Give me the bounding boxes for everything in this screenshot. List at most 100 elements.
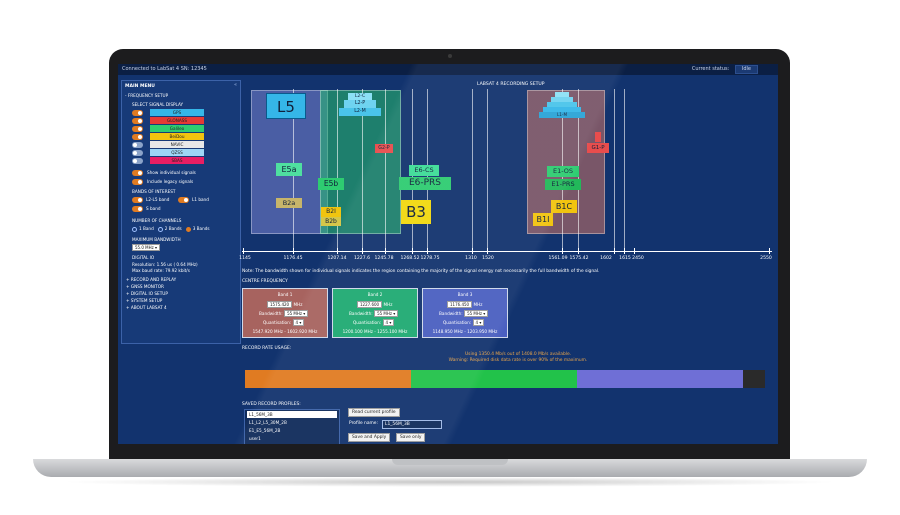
band-frequency: 1176.450 MHz (447, 301, 482, 308)
profile-list[interactable]: L1_56M_3B L1_L2_L5_30M_2B E1_E5_56M_2B u… (244, 409, 340, 444)
signal-toggle-qzss[interactable]: QZSS (132, 149, 232, 156)
band-l1-toggle[interactable]: L1 band (178, 196, 228, 203)
signal-b3[interactable]: B3 (401, 200, 431, 224)
band-s-toggle[interactable]: S band (132, 205, 232, 212)
double-chevron-left-icon[interactable]: « (233, 82, 237, 88)
radio-3-bands[interactable]: 3 Bands (185, 226, 210, 232)
signal-b2a[interactable]: B2a (276, 198, 302, 208)
signal-e6-prs[interactable]: E6-PRS (399, 177, 451, 190)
signal-b1c[interactable]: B1C (551, 200, 577, 213)
signal-g1-p[interactable]: G1-P (587, 143, 609, 153)
signal-toggle-beidou[interactable]: BeiDou (132, 133, 232, 140)
toggle-switch[interactable] (178, 197, 189, 203)
signal-l2-m[interactable]: L2-M (339, 108, 381, 116)
toggle-switch[interactable] (132, 170, 143, 176)
band-l2l5-toggle[interactable]: L2-L5 band (132, 196, 182, 203)
signal-e5b[interactable]: E5b (318, 178, 344, 190)
max-bandwidth-select[interactable]: 55.0 MHz ▾ (132, 244, 161, 251)
frequency-input[interactable]: 1176.450 (447, 301, 473, 308)
menu-about-labsat[interactable]: + ABOUT LABSAT 4 (126, 305, 167, 310)
signal-l2-c[interactable]: L2-C (348, 93, 372, 100)
toggle-switch[interactable] (132, 150, 143, 156)
radio-circle-icon[interactable] (132, 226, 137, 232)
quantisation-select[interactable]: 4 ▾ (472, 319, 485, 326)
menu-gnss-monitor[interactable]: + GNSS MONITOR (126, 284, 164, 289)
signal-l2-p[interactable]: L2-P (344, 100, 376, 108)
signal-toggle-gps[interactable]: GPS (132, 109, 232, 116)
signal-toggle-sbas[interactable]: SBAS (132, 157, 232, 164)
toggle-switch[interactable] (132, 179, 143, 185)
quantisation-row: Quantisation: 4 ▾ (443, 319, 485, 326)
include-legacy-label: Include legacy signals (147, 179, 194, 184)
save-and-apply-button[interactable]: Save and Apply (348, 433, 391, 442)
axis-tick (769, 248, 770, 254)
profile-name-input[interactable]: L1_56M_3B (382, 420, 442, 429)
tick-label: 1245.78 (374, 256, 394, 261)
signal-l5[interactable]: L5 (266, 93, 306, 119)
radio-1-band[interactable]: 1 Band (132, 226, 154, 232)
menu-digital-io-setup[interactable]: + DIGITAL IO SETUP (126, 291, 168, 296)
signal-b1i[interactable]: B1I (533, 213, 553, 226)
band-range: 1547.920 MHz - 1602.920 MHz (252, 329, 318, 334)
frequency-input[interactable]: 1575.420 (267, 301, 293, 308)
axis-tick (614, 248, 615, 254)
include-legacy-toggle[interactable]: Include legacy signals (132, 178, 232, 185)
radio-circle-icon[interactable] (157, 226, 163, 232)
record-rate-bar (245, 370, 765, 388)
signal-l1-stack (555, 92, 569, 97)
menu-record-replay[interactable]: + RECORD AND REPLAY (126, 277, 177, 282)
signal-toggle-navic[interactable]: NAVIC (132, 141, 232, 148)
read-current-profile-button[interactable]: Read current profile (348, 408, 400, 417)
tick-label: 1278.75 (420, 256, 440, 261)
profile-item[interactable]: L1_L2_L5_30M_2B (249, 420, 287, 425)
signal-chip: NAVIC (150, 141, 204, 148)
toggle-switch[interactable] (132, 118, 143, 124)
toggle-switch[interactable] (132, 134, 143, 140)
signal-e1-os[interactable]: E1-OS (547, 166, 579, 177)
show-individual-toggle[interactable]: Show individual signals (132, 169, 232, 176)
signal-e5a[interactable]: E5a (276, 163, 302, 176)
quantisation-select[interactable]: 4 ▾ (382, 319, 395, 326)
tick-label: 1520 (482, 256, 494, 261)
tick-label: 1227.6 (353, 256, 371, 261)
menu-system-setup[interactable]: + SYSTEM SETUP (126, 298, 163, 303)
radio-selected-icon[interactable] (185, 226, 191, 232)
record-rate-info: Using 1350.4 Mb/s out of 1408.0 Mb/s ava… (398, 352, 638, 364)
signal-g2-p[interactable]: G2-P (375, 144, 393, 153)
signal-l1-m[interactable]: L1-M (539, 112, 585, 118)
bandwidth-select[interactable]: 55 MHz ▾ (464, 310, 489, 317)
signal-e6-cs[interactable]: E6-CS (409, 165, 439, 176)
radio-2-bands[interactable]: 2 Bands (157, 226, 182, 232)
signal-g1-core (595, 132, 601, 142)
toggle-switch[interactable] (132, 197, 143, 203)
signal-e1-prs[interactable]: E1-PRS (545, 179, 581, 190)
signal-toggle-glonass[interactable]: GLONASS (132, 117, 232, 124)
webcam-icon (448, 54, 452, 58)
save-only-button[interactable]: Save only (396, 433, 426, 442)
bandwidth-select[interactable]: 55 MHz ▾ (374, 310, 399, 317)
bandwidth-select[interactable]: 55 MHz ▾ (284, 310, 309, 317)
frequency-setup-menu[interactable]: - FREQUENCY SETUP (125, 93, 169, 98)
signal-chip: SBAS (150, 157, 204, 164)
number-of-channels-title: NUMBER OF CHANNELS (132, 218, 182, 223)
profile-item[interactable]: L1_56M_3B (247, 411, 337, 418)
toggle-switch[interactable] (132, 206, 143, 212)
axis-tick (624, 248, 625, 254)
bandwidth-label: Bandwidth: (439, 311, 463, 316)
signal-b2b[interactable]: B2b (321, 217, 341, 226)
rate-segment-3 (577, 370, 743, 388)
toggle-switch[interactable] (132, 158, 143, 164)
status-label: Current status: (691, 66, 730, 72)
signal-toggle-galileo[interactable]: Galileo (132, 125, 232, 132)
frequency-input[interactable]: 1227.600 (357, 301, 383, 308)
toggle-switch[interactable] (132, 110, 143, 116)
signal-b2i[interactable]: B2I (321, 207, 341, 217)
channels-radio-group: 1 Band 2 Bands 3 Bands (132, 226, 210, 232)
profile-item[interactable]: E1_E5_56M_2B (249, 428, 281, 433)
toggle-switch[interactable] (132, 126, 143, 132)
toggle-switch[interactable] (132, 142, 143, 148)
max-bandwidth-value[interactable]: 55.0 MHz ▾ (132, 244, 161, 251)
bandwidth-row: Bandwidth: 55 MHz ▾ (439, 310, 489, 317)
profile-item[interactable]: user1 (249, 436, 261, 441)
quantisation-select[interactable]: 4 ▾ (292, 319, 305, 326)
